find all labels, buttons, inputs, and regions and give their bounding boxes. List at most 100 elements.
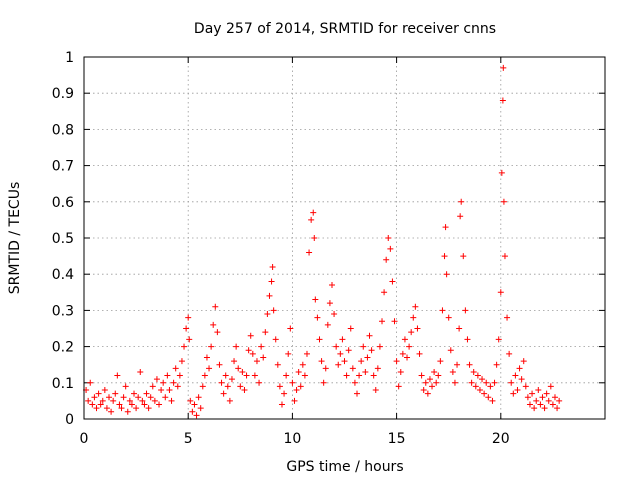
data-point bbox=[458, 198, 465, 205]
data-point bbox=[272, 336, 279, 343]
data-point bbox=[176, 372, 183, 379]
data-point bbox=[418, 372, 425, 379]
data-point bbox=[212, 303, 219, 310]
data-point bbox=[500, 198, 507, 205]
data-point bbox=[153, 376, 160, 383]
data-point bbox=[491, 379, 498, 386]
y-tick-label: 0.4 bbox=[52, 267, 74, 283]
data-point bbox=[512, 372, 519, 379]
data-point bbox=[362, 368, 369, 375]
data-point bbox=[145, 405, 152, 412]
data-point bbox=[87, 379, 94, 386]
data-point bbox=[118, 405, 125, 412]
x-tick-label: 5 bbox=[184, 431, 193, 447]
data-point bbox=[518, 376, 525, 383]
data-point bbox=[101, 387, 108, 394]
data-point bbox=[535, 387, 542, 394]
data-point bbox=[133, 405, 140, 412]
y-tick-label: 0.3 bbox=[52, 303, 74, 319]
data-point bbox=[112, 390, 119, 397]
data-point bbox=[410, 314, 417, 321]
data-point bbox=[95, 390, 102, 397]
data-point bbox=[462, 307, 469, 314]
data-point bbox=[228, 376, 235, 383]
data-point bbox=[326, 300, 333, 307]
data-point bbox=[372, 387, 379, 394]
data-point bbox=[472, 383, 479, 390]
data-point bbox=[106, 394, 113, 401]
data-point bbox=[454, 361, 461, 368]
grid-lines bbox=[84, 57, 605, 419]
data-point bbox=[237, 383, 244, 390]
data-point bbox=[520, 358, 527, 365]
x-tick-label: 10 bbox=[283, 431, 301, 447]
data-point bbox=[401, 336, 408, 343]
y-tick-label: 0 bbox=[65, 412, 74, 428]
data-point bbox=[283, 372, 290, 379]
data-point bbox=[126, 397, 133, 404]
data-point bbox=[166, 387, 173, 394]
data-point bbox=[539, 394, 546, 401]
data-point bbox=[429, 383, 436, 390]
data-point bbox=[214, 329, 221, 336]
data-point bbox=[183, 325, 190, 332]
data-point bbox=[414, 325, 421, 332]
data-point bbox=[231, 358, 238, 365]
data-point bbox=[412, 303, 419, 310]
data-point bbox=[91, 394, 98, 401]
data-point bbox=[235, 365, 242, 372]
data-point bbox=[116, 401, 123, 408]
data-point bbox=[433, 379, 440, 386]
data-point bbox=[285, 350, 292, 357]
data-point bbox=[506, 350, 513, 357]
data-point bbox=[466, 361, 473, 368]
data-point bbox=[351, 379, 358, 386]
data-point bbox=[424, 390, 431, 397]
data-point bbox=[368, 347, 375, 354]
data-point bbox=[108, 408, 115, 415]
data-point bbox=[93, 405, 100, 412]
data-point bbox=[385, 235, 392, 241]
data-point bbox=[457, 213, 464, 220]
axis-tick-labels: 00.10.20.30.40.50.60.70.80.910 5 10 15 20 bbox=[52, 50, 510, 447]
data-point bbox=[164, 372, 171, 379]
data-point bbox=[381, 289, 388, 296]
data-point bbox=[281, 390, 288, 397]
data-point bbox=[187, 397, 194, 404]
data-point bbox=[345, 347, 352, 354]
data-point bbox=[522, 383, 529, 390]
data-point bbox=[320, 379, 327, 386]
data-point bbox=[160, 379, 167, 386]
data-point bbox=[545, 397, 552, 404]
data-point bbox=[431, 368, 438, 375]
data-point bbox=[297, 383, 304, 390]
data-point bbox=[278, 401, 285, 408]
y-tick-label: 0.2 bbox=[52, 340, 74, 356]
data-point bbox=[497, 289, 504, 296]
data-point bbox=[224, 383, 231, 390]
data-point bbox=[206, 365, 213, 372]
data-point bbox=[268, 278, 275, 285]
data-point bbox=[399, 350, 406, 357]
data-point bbox=[387, 245, 394, 252]
data-point bbox=[435, 372, 442, 379]
data-point bbox=[178, 358, 185, 365]
data-point bbox=[170, 379, 177, 386]
data-point bbox=[239, 368, 246, 375]
data-point bbox=[554, 405, 561, 412]
data-point bbox=[445, 314, 452, 321]
data-point bbox=[316, 336, 323, 343]
data-point bbox=[333, 343, 340, 350]
data-point bbox=[245, 347, 252, 354]
data-point bbox=[531, 405, 538, 412]
data-point bbox=[474, 372, 481, 379]
data-point bbox=[287, 325, 294, 332]
data-point bbox=[391, 318, 398, 325]
data-point bbox=[456, 325, 463, 332]
y-tick-label: 0.7 bbox=[52, 159, 74, 175]
data-point bbox=[293, 387, 300, 394]
data-point bbox=[393, 358, 400, 365]
data-point bbox=[376, 343, 383, 350]
data-point bbox=[504, 314, 511, 321]
